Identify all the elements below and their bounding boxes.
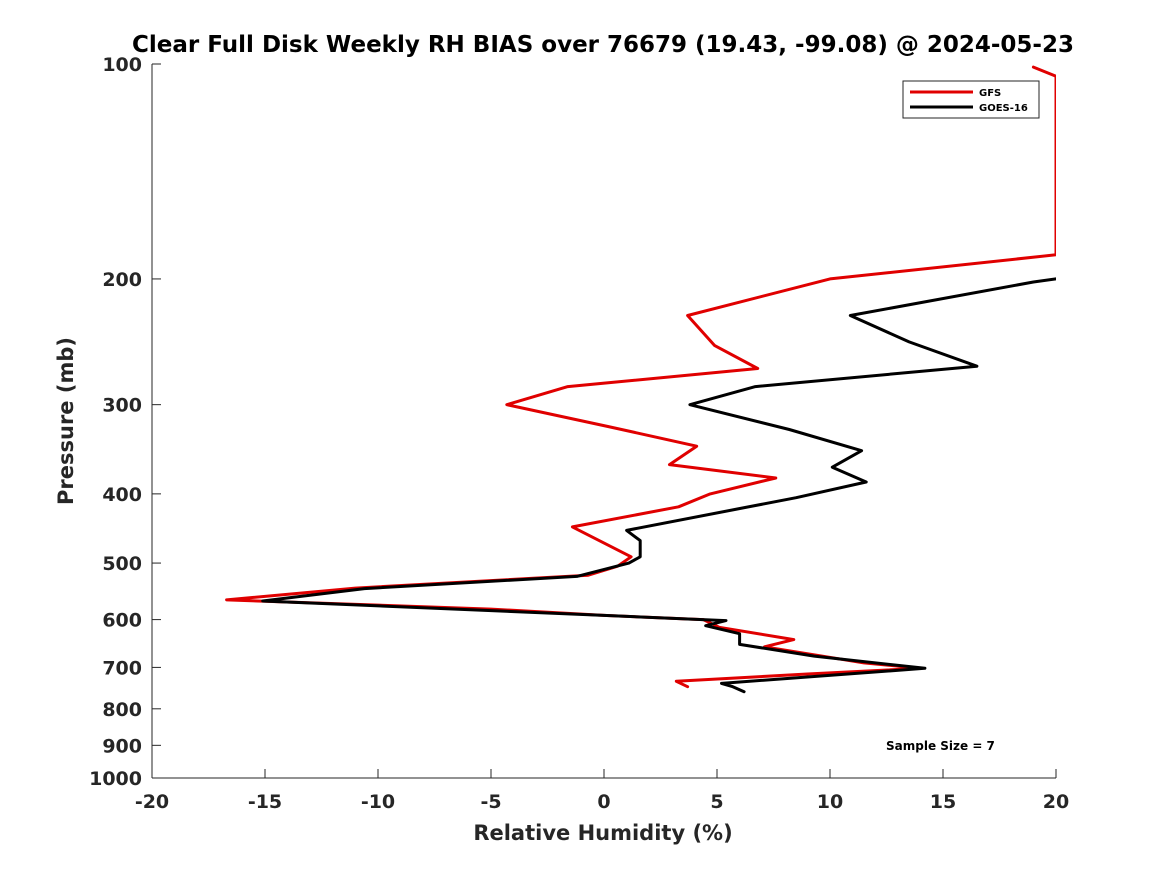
y-tick-label: 1000: [89, 768, 142, 790]
x-axis-label: Relative Humidity (%): [473, 821, 732, 845]
legend-label-gfs: GFS: [979, 88, 1001, 99]
series-line-goes-16: [261, 277, 1056, 694]
y-tick-label: 200: [102, 269, 142, 291]
x-tick-label: 10: [817, 791, 843, 813]
x-tick-label: -15: [248, 791, 282, 813]
x-tick-label: 15: [930, 791, 956, 813]
y-tick-label: 100: [102, 54, 142, 76]
series-group: [225, 65, 1056, 694]
y-axis-label: Pressure (mb): [54, 337, 78, 505]
y-tick-label: 800: [102, 699, 142, 721]
y-tick-label: 900: [102, 735, 142, 757]
series-line-gfs: [225, 65, 1056, 689]
x-tick-label: -5: [480, 791, 501, 813]
x-tick-label: -10: [361, 791, 395, 813]
y-tick-label: 400: [102, 484, 142, 506]
plot-area: -20 -15 -10 -5 0 5 10 15 20 100 200 300 400 500 600 700…: [89, 54, 1069, 813]
legend-box: [902, 80, 1040, 119]
sample-size-annotation: Sample Size = 7: [886, 739, 995, 753]
x-tick-label: -20: [135, 791, 169, 813]
legend-label-goes-16: GOES-16: [979, 103, 1028, 114]
legend: GFS GOES-16: [902, 80, 1040, 119]
x-tick-label: 20: [1043, 791, 1069, 813]
y-tick-label: 700: [102, 657, 142, 679]
y-tick-label: 600: [102, 610, 142, 632]
x-tick-label: 5: [710, 791, 723, 813]
y-tick-label: 300: [102, 395, 142, 417]
y-tick-label: 500: [102, 553, 142, 575]
chart-title: Clear Full Disk Weekly RH BIAS over 7667…: [132, 32, 1074, 58]
x-tick-label: 0: [597, 791, 610, 813]
